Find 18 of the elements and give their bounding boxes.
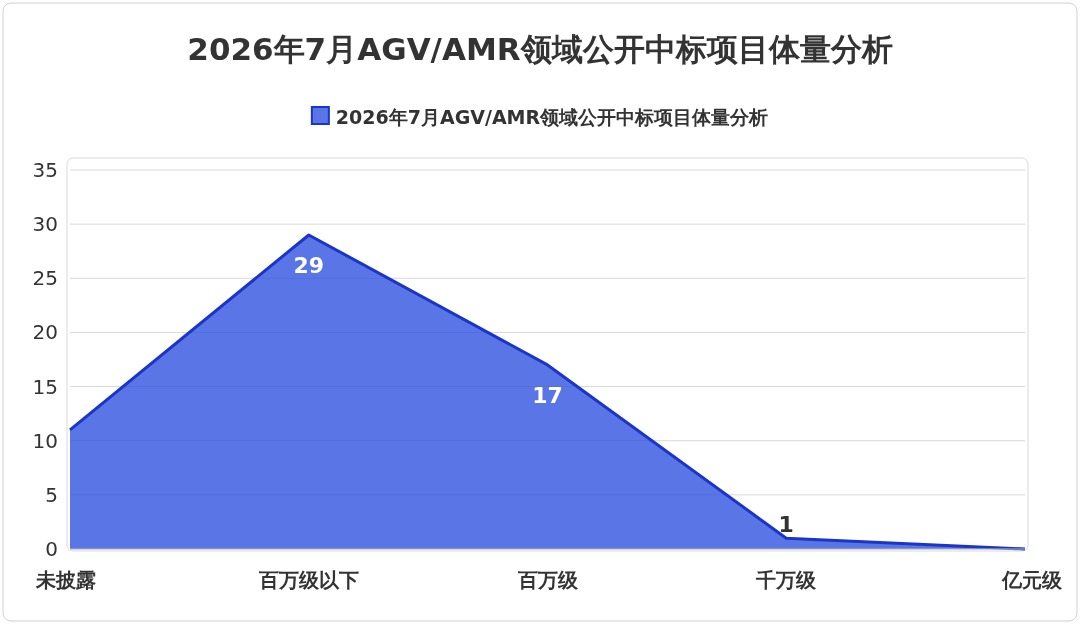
chart-title: 2026年7月AGV/AMR领域公开中标项目体量分析	[187, 31, 893, 67]
data-label: 29	[293, 252, 325, 278]
y-tick-label: 35	[32, 158, 58, 182]
y-tick-label: 20	[32, 320, 58, 345]
y-tick-label: 0	[45, 537, 58, 561]
x-tick-label: 千万级	[755, 568, 818, 592]
y-tick-label: 10	[32, 428, 58, 453]
x-tick-label: 百万级	[516, 568, 579, 592]
x-tick-label: 百万级以下	[257, 568, 359, 592]
legend-label: 2026年7月AGV/AMR领域公开中标项目体量分析	[335, 106, 769, 128]
x-tick-label: 未披露	[35, 568, 96, 592]
data-label: 17	[532, 382, 563, 408]
y-tick-label: 25	[32, 266, 58, 291]
y-tick-label: 15	[32, 374, 58, 399]
y-tick-label: 30	[32, 212, 58, 237]
y-tick-label: 5	[45, 482, 58, 507]
x-tick-label: 亿元级	[1001, 568, 1063, 592]
data-label: 1	[778, 512, 794, 538]
